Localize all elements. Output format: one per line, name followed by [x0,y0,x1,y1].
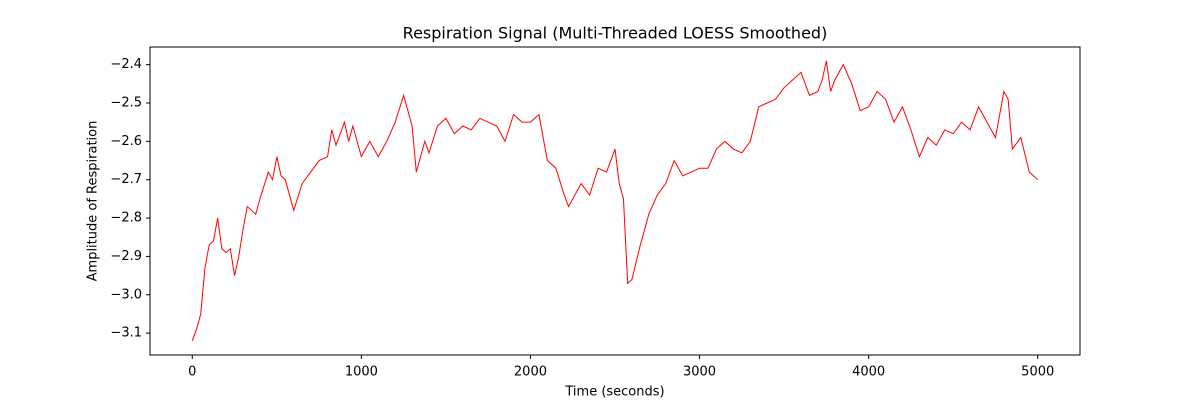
chart-title: Respiration Signal (Multi-Threaded LOESS… [403,24,828,43]
x-tick-label: 1000 [345,365,378,380]
y-tick-label: −2.8 [110,211,142,226]
x-tick-label: 4000 [852,365,885,380]
y-axis-label: Amplitude of Respiration [86,121,101,282]
y-tick-label: −2.6 [110,134,142,149]
x-tick-label: 5000 [1021,365,1054,380]
x-axis-label: Time (seconds) [564,385,664,400]
y-tick-label: −2.9 [110,249,142,264]
y-tick-label: −2.5 [110,96,142,111]
plot-frame [149,46,1081,356]
y-tick-label: −3.0 [110,287,142,302]
x-tick-label: 2000 [514,365,547,380]
x-tick-label: 0 [188,365,196,380]
y-tick-label: −3.1 [110,326,142,341]
y-tick-label: −2.7 [110,172,142,187]
y-tick-label: −2.4 [110,57,142,72]
line-series [191,60,1039,341]
x-tick-label: 3000 [683,365,716,380]
